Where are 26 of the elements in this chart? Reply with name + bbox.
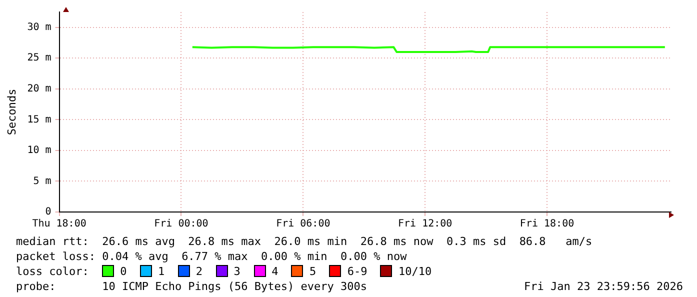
legend-label: 1 [158, 265, 166, 278]
y-tick-label: 0 [45, 206, 52, 218]
y-tick-label: 15 m [27, 114, 52, 126]
y-tick-label: 20 m [27, 84, 52, 95]
x-tick-label: Fri 12:00 [398, 218, 452, 230]
x-tick-label: Fri 06:00 [276, 218, 330, 230]
y-tick-label: 5 m [33, 176, 52, 187]
text: Fri Jan 23 23:59:56 2026 [524, 279, 683, 294]
text: packet loss: 0.04 % avg 6.77 % max 0.00 % min 0.00 % now [16, 249, 407, 264]
legend-label: 0 [120, 265, 128, 278]
text: median rtt: 26.6 ms avg 26.8 ms max 26.0 ms min 26.8 ms now 0.3 ms sd 86.8 am/s [16, 234, 592, 249]
text: probe: 10 ICMP Echo Pings (56 Bytes) every 300s [16, 279, 367, 294]
x-tick-label: Fri 18:00 [520, 218, 574, 230]
legend-label: 6-9 [347, 265, 368, 278]
legend-label: 4 [272, 265, 280, 278]
legend-label: 10/10 [398, 265, 433, 278]
x-tick-label: Fri 00:00 [154, 218, 208, 230]
x-tick-label: Thu 18:00 [32, 218, 86, 230]
legend-label: 2 [196, 265, 204, 278]
y-tick-label: 30 m [27, 22, 52, 33]
y-axis-title: Seconds [5, 88, 18, 136]
y-tick-label: 25 m [27, 52, 52, 64]
legend-label: 3 [234, 265, 242, 278]
legend-label: 5 [309, 265, 318, 278]
y-tick-label: 10 m [27, 145, 52, 156]
legend-title: loss color: [16, 265, 90, 278]
